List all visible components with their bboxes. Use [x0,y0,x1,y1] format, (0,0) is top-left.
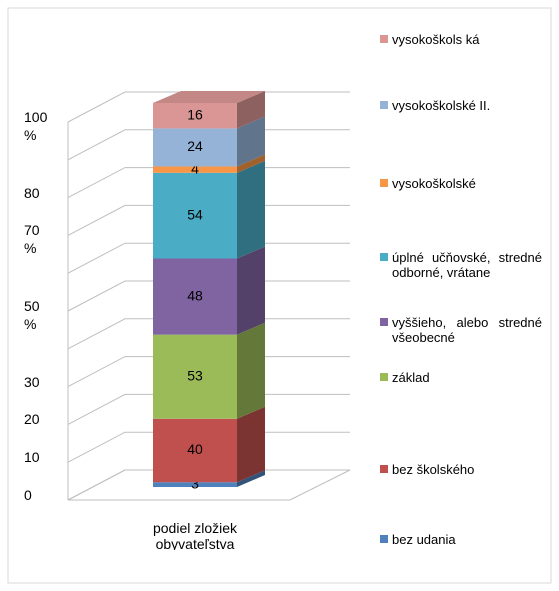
bar-side [237,91,265,129]
bar [153,418,237,483]
y-tick-label: 50 % [24,298,40,332]
y-tick-label: 0 [24,487,32,503]
legend-swatch [380,179,388,187]
bar [153,103,237,129]
legend-label: vysokoškols ká [392,32,480,47]
x-tick-label: podiel zložiek obyvateľstva [152,520,238,550]
legend-swatch [380,465,388,473]
y-tick-label: 30 [24,373,40,390]
data-label: 53 [187,367,203,383]
grid-line [67,356,350,388]
legend-swatch [380,373,388,381]
data-label: 40 [187,441,203,457]
legend-label: úplné učňovské, stredné odborné, vrátane [392,250,542,280]
grid-line [67,469,350,501]
data-label: 54 [187,206,203,222]
grid-line [67,318,350,350]
bar-side [237,322,265,419]
bar [153,482,237,487]
data-label: 4 [191,160,199,176]
grid-line [67,129,350,161]
legend-swatch [380,101,388,109]
bar-side [237,406,265,483]
data-label: 3 [191,475,199,491]
legend-label: vysokoškolské [392,176,476,191]
bar [153,128,237,167]
legend-label: vysokoškolské II. [392,98,491,113]
bar-side [237,160,265,259]
legend-swatch [380,35,388,43]
legend-label: bez udania [392,532,456,547]
bar-side [237,470,265,487]
legend-label: vyššieho, alebo stredné všeobecné [392,315,542,345]
legend-label: bez školského [392,462,475,477]
data-label: 48 [187,287,203,303]
grid-line [67,242,350,274]
bar [153,334,237,419]
grid-line [67,393,350,425]
grid-line [67,91,350,123]
bar [153,166,237,173]
grid-line [67,280,350,312]
y-tick-label: 80 [24,184,40,201]
bar [153,172,237,259]
bar-side [237,246,265,335]
legend-swatch [380,253,388,261]
data-label: 16 [187,106,203,122]
legend-swatch [380,318,388,326]
bar-top [153,91,265,103]
grid-line [67,167,350,199]
bar-side [237,116,265,167]
grid-line [67,431,350,463]
y-tick-label: 100 % [24,109,48,143]
bar [153,258,237,335]
y-tick-label: 70 % [24,222,40,257]
y-tick-label: 20 [24,411,40,428]
grid-line [67,204,350,236]
legend-swatch [380,535,388,543]
legend-label: základ [392,370,430,385]
frame [7,7,552,584]
y-tick-label: 10 [24,449,40,466]
data-label: 24 [187,138,203,154]
bar-side [237,154,265,173]
